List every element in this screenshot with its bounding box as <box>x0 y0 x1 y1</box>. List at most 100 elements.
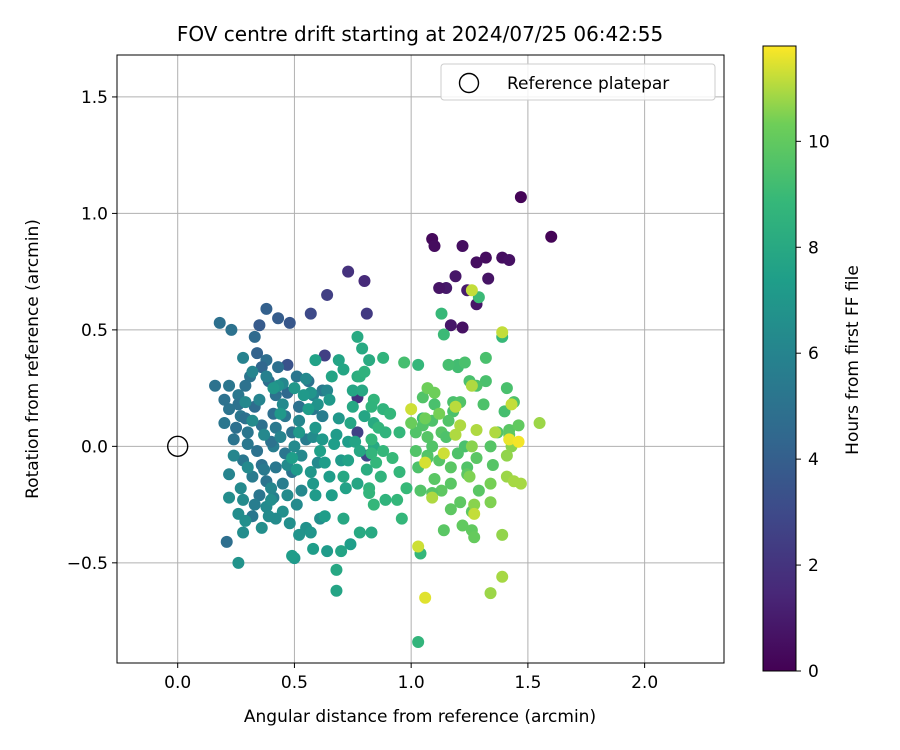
data-point <box>246 414 259 427</box>
data-point <box>337 470 350 483</box>
data-point <box>358 274 371 287</box>
data-point <box>209 379 222 392</box>
data-point <box>318 456 331 469</box>
data-point <box>363 486 376 499</box>
x-axis-ticks: 0.0 0.5 1.0 1.5 2.0 <box>164 663 658 693</box>
data-point <box>258 463 271 476</box>
data-point <box>223 468 236 481</box>
data-point <box>437 447 450 460</box>
data-point <box>479 375 492 388</box>
data-point <box>290 370 303 383</box>
data-point <box>286 549 299 562</box>
data-point <box>386 452 399 465</box>
data-point <box>444 319 457 332</box>
data-point <box>400 482 413 495</box>
data-point <box>505 398 518 411</box>
data-point <box>314 445 327 458</box>
data-point <box>251 347 264 360</box>
data-point <box>484 587 497 600</box>
data-point <box>365 447 378 460</box>
data-point <box>349 435 362 448</box>
data-point <box>384 407 397 420</box>
data-point <box>458 356 471 369</box>
data-point <box>253 393 266 406</box>
grid <box>117 55 724 663</box>
colorbar-tick-label: 10 <box>808 132 830 152</box>
data-point <box>470 424 483 437</box>
data-point <box>293 426 306 439</box>
data-point <box>213 316 226 329</box>
legend-reference-marker <box>458 72 480 94</box>
data-point <box>230 421 243 434</box>
data-point <box>437 524 450 537</box>
data-point <box>393 426 406 439</box>
data-point <box>409 445 422 458</box>
data-point <box>428 386 441 399</box>
data-point <box>272 361 285 374</box>
x-tick-label: 0.0 <box>164 673 191 693</box>
data-point <box>419 412 432 425</box>
data-point <box>288 382 301 395</box>
data-point <box>428 240 441 253</box>
data-point <box>276 477 289 490</box>
data-point <box>358 410 371 423</box>
data-point <box>302 403 315 416</box>
colorbar-tick-label: 0 <box>808 662 819 682</box>
colorbar-gradient <box>762 45 797 672</box>
data-point <box>281 489 294 502</box>
data-point <box>496 326 509 339</box>
data-point <box>412 636 425 649</box>
legend-label: Reference platepar <box>507 74 669 94</box>
data-point <box>328 438 341 451</box>
data-point <box>218 393 231 406</box>
data-point <box>342 265 355 278</box>
data-point <box>293 400 306 413</box>
data-point <box>339 482 352 495</box>
data-point <box>479 251 492 264</box>
data-point <box>241 461 254 474</box>
data-point <box>288 440 301 453</box>
data-point <box>426 491 439 504</box>
data-point <box>398 356 411 369</box>
data-point <box>344 538 357 551</box>
data-point <box>470 452 483 465</box>
data-point <box>440 431 453 444</box>
x-tick-label: 0.5 <box>281 673 308 693</box>
data-point <box>442 358 455 371</box>
data-point <box>358 365 371 378</box>
data-point <box>309 421 322 434</box>
data-point <box>512 419 525 432</box>
data-point <box>223 379 236 392</box>
data-point <box>223 403 236 416</box>
data-point <box>332 412 345 425</box>
legend-box <box>440 63 716 101</box>
data-point <box>416 391 429 404</box>
plot-frame <box>116 54 725 664</box>
data-point <box>325 370 338 383</box>
data-point <box>484 496 497 509</box>
data-point <box>321 288 334 301</box>
data-point <box>346 400 359 413</box>
colorbar-ticks: 0 2 4 6 8 10 <box>796 132 830 682</box>
data-point <box>283 517 296 530</box>
data-point <box>297 389 310 402</box>
data-point <box>335 545 348 558</box>
y-tick-label: 1.5 <box>81 88 108 108</box>
data-point <box>304 307 317 320</box>
data-point <box>512 435 525 448</box>
data-point <box>293 528 306 541</box>
data-point <box>477 398 490 411</box>
data-point <box>353 526 366 539</box>
data-point <box>433 407 446 420</box>
data-point <box>316 433 329 446</box>
data-point <box>281 358 294 371</box>
data-point <box>484 477 497 490</box>
data-point <box>234 482 247 495</box>
data-point <box>255 419 268 432</box>
data-point <box>232 556 245 569</box>
x-tick-label: 1.0 <box>398 673 425 693</box>
data-point <box>435 484 448 497</box>
data-point <box>454 419 467 432</box>
data-point <box>225 323 238 336</box>
data-point <box>307 431 320 444</box>
